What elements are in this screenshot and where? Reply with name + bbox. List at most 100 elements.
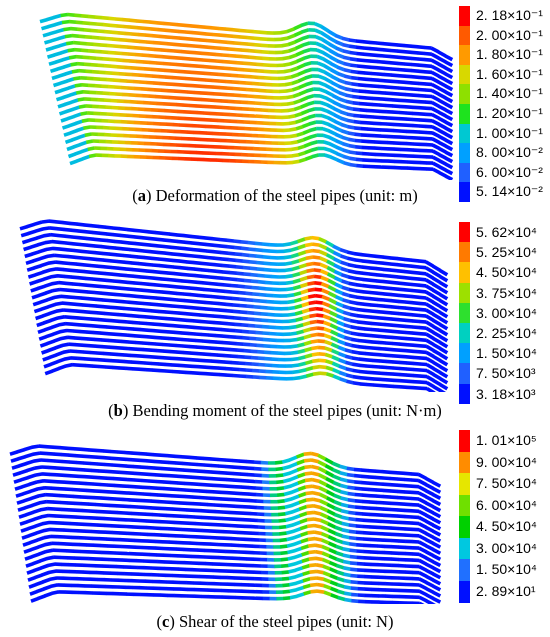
pipe-segment bbox=[39, 451, 48, 456]
pipe-segment bbox=[419, 337, 427, 343]
pipe-segment bbox=[150, 492, 158, 497]
pipe-segment bbox=[322, 314, 332, 321]
pipe-segment bbox=[418, 93, 426, 98]
pipe-segment bbox=[291, 507, 301, 514]
pipe-segment bbox=[384, 322, 393, 327]
pipe-segment bbox=[361, 474, 369, 479]
pipe-segment bbox=[239, 459, 247, 464]
pipe-segment bbox=[60, 294, 69, 299]
pipe-segment bbox=[139, 275, 148, 280]
pipe-segment bbox=[365, 358, 373, 363]
pipe-segment bbox=[67, 446, 75, 451]
pipe-segment bbox=[74, 447, 83, 452]
pipe-segment bbox=[356, 295, 364, 300]
pipe-segment bbox=[355, 511, 363, 516]
pipe-segment bbox=[317, 460, 327, 468]
pipe-segment bbox=[431, 288, 442, 297]
pipe-segment bbox=[147, 465, 156, 470]
legend-swatch bbox=[459, 6, 470, 27]
pipe-segment bbox=[289, 127, 297, 132]
pipe-segment bbox=[61, 19, 70, 25]
pipe-segment bbox=[295, 316, 304, 323]
pipe-segment bbox=[254, 241, 263, 246]
pipe-segment bbox=[293, 297, 303, 303]
pipe-segment bbox=[355, 517, 364, 522]
pipe-segment bbox=[376, 506, 384, 511]
pipe-segment bbox=[369, 500, 377, 505]
pipe-segment bbox=[259, 95, 268, 100]
pipe-segment bbox=[321, 544, 331, 552]
pipe-segment bbox=[419, 307, 427, 312]
pipe-segment bbox=[444, 132, 454, 140]
pipe-segment bbox=[24, 252, 33, 259]
pipe-segment bbox=[49, 67, 59, 74]
pipe-segment bbox=[418, 528, 428, 536]
pipe-segment bbox=[81, 48, 89, 53]
pipe-segment bbox=[33, 263, 43, 270]
pipe-segment bbox=[177, 298, 185, 303]
pipe-segment bbox=[253, 466, 262, 471]
legend-label: 2. 25×10⁴ bbox=[476, 325, 537, 341]
pipe-segment bbox=[294, 566, 304, 572]
pipe-segment bbox=[330, 329, 339, 337]
pipe-segment bbox=[66, 328, 74, 333]
pipe-segment bbox=[97, 311, 105, 316]
pipe-segment bbox=[358, 89, 366, 94]
pipe-segment bbox=[177, 356, 185, 361]
pipe-segment bbox=[157, 250, 166, 255]
pipe-segment bbox=[81, 343, 90, 348]
pipe-segment bbox=[102, 251, 110, 256]
pipe-segment bbox=[386, 384, 394, 389]
pipe-segment bbox=[25, 561, 34, 568]
pipe-segment bbox=[232, 458, 240, 463]
pipe-segment bbox=[287, 299, 295, 305]
pipe-segment bbox=[372, 109, 380, 114]
pipe-segment bbox=[268, 318, 276, 323]
pipe-segment bbox=[50, 583, 58, 589]
pipe-segment bbox=[366, 376, 374, 381]
pipe-segment bbox=[125, 366, 133, 371]
pipe-segment bbox=[369, 46, 378, 51]
pipe-segment bbox=[334, 294, 344, 302]
pipe-segment bbox=[69, 128, 78, 135]
legend-row: 5. 14×10⁻² bbox=[459, 182, 550, 203]
legend-row: 6. 00×10⁻² bbox=[459, 162, 550, 183]
pipe-segment bbox=[438, 286, 449, 295]
pipe-segment bbox=[221, 257, 229, 262]
pipe-segment bbox=[97, 63, 105, 68]
pipe-segment bbox=[240, 41, 248, 46]
pipe-segment bbox=[140, 281, 149, 286]
pipe-segment bbox=[333, 493, 342, 500]
legend-label: 2. 18×10⁻¹ bbox=[476, 7, 543, 23]
pipe-segment bbox=[217, 359, 226, 364]
pipe-segment bbox=[151, 74, 160, 79]
pipe-segment bbox=[210, 352, 218, 357]
legend-swatch bbox=[459, 143, 470, 164]
legend-swatch bbox=[459, 494, 470, 517]
pipe-segment bbox=[138, 451, 147, 456]
pipe-segment bbox=[379, 103, 387, 108]
pipe-segment bbox=[254, 42, 262, 48]
pipe-segment bbox=[301, 301, 310, 308]
pipe-segment bbox=[210, 72, 219, 77]
pipe-segment bbox=[314, 530, 323, 536]
pipe-segment bbox=[354, 480, 362, 485]
pipe-segment bbox=[304, 67, 313, 74]
pipe-segment bbox=[185, 30, 193, 35]
pipe-segment bbox=[205, 483, 214, 488]
pipe-segment bbox=[281, 49, 290, 55]
pipe-segment bbox=[96, 257, 104, 262]
pipe-segment bbox=[319, 499, 329, 506]
legend-swatch bbox=[459, 302, 470, 324]
pipe-segment bbox=[149, 348, 157, 353]
pipe-segment bbox=[302, 128, 311, 135]
pipe-segment bbox=[44, 282, 53, 288]
pipe-segment bbox=[103, 449, 111, 454]
pipe-segment bbox=[12, 471, 21, 477]
pipe-segment bbox=[392, 347, 400, 352]
pipe-segment bbox=[351, 592, 359, 597]
pipe-segment bbox=[103, 455, 112, 461]
pipe-segment bbox=[327, 122, 337, 130]
pipe-segment bbox=[417, 478, 427, 487]
pipe-segment bbox=[294, 303, 303, 310]
